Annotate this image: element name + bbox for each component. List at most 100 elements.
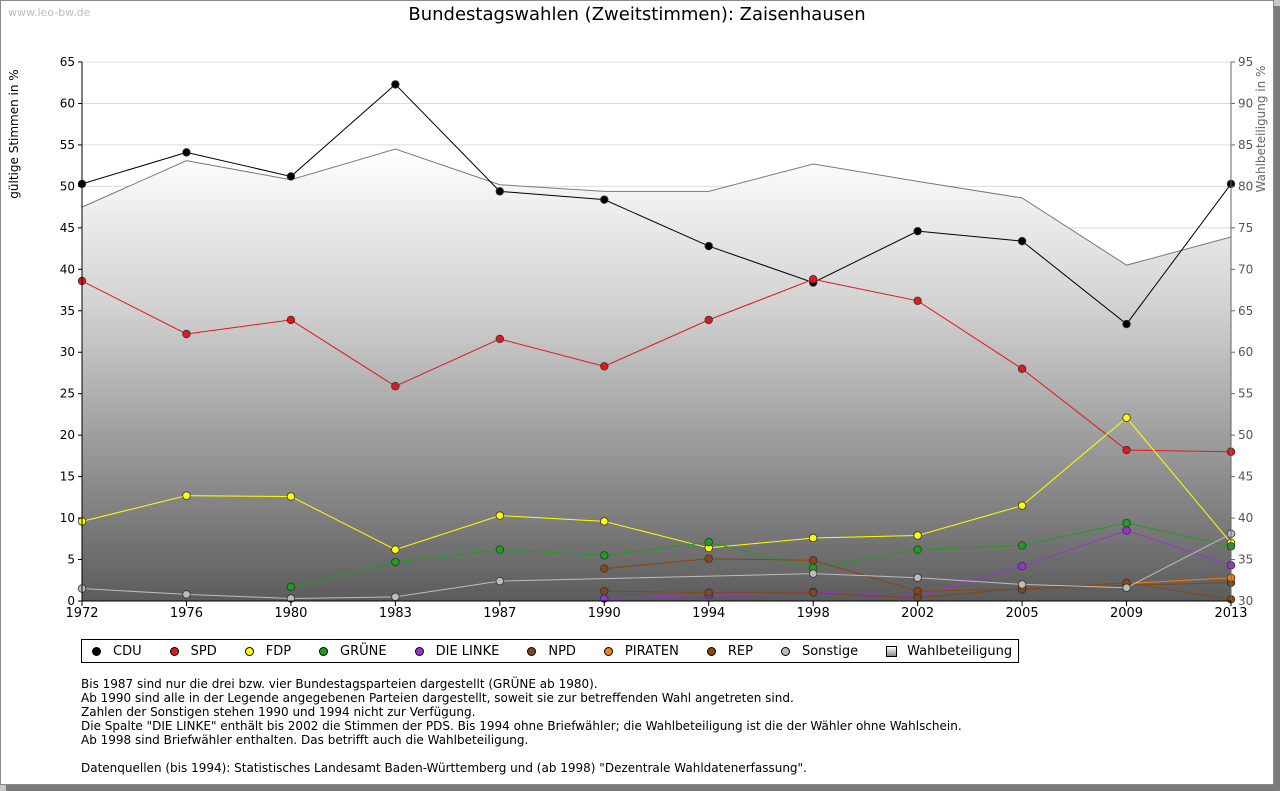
legend-label: NPD	[548, 643, 576, 659]
data-point-cdu	[391, 80, 400, 89]
y2-tick-label: 45	[1238, 470, 1253, 484]
chart-title: Bundestagswahlen (Zweitstimmen): Zaisenh…	[408, 4, 866, 25]
legend-label: REP	[727, 643, 753, 659]
y2-tick-label: 60	[1238, 345, 1253, 359]
legend-label: Wahlbeteiligung	[907, 643, 1013, 659]
x-tick-label: 2013	[1214, 606, 1247, 621]
data-source: Datenquellen (bis 1994): Statistisches L…	[81, 761, 807, 775]
x-tick-label: 2009	[1110, 606, 1143, 621]
data-point-fdp	[1122, 413, 1131, 422]
data-point-spd	[1017, 364, 1027, 374]
y2-tick-label: 50	[1238, 428, 1253, 442]
y-tick-label: 50	[60, 179, 75, 193]
x-tick-label: 1994	[692, 606, 725, 621]
y2-tick-label: 35	[1238, 553, 1253, 567]
y2-axis-label: Wahlbeteiligung in %	[1254, 66, 1268, 193]
series-layer	[77, 80, 1236, 604]
data-point-npd	[808, 588, 818, 597]
legend-marker	[527, 646, 537, 656]
x-tick-label: 1972	[65, 606, 98, 621]
y-tick-label: 45	[60, 221, 75, 235]
series-line-sonstige	[81, 533, 1232, 600]
y-tick-label: 0	[67, 594, 75, 608]
data-point-cdu	[1122, 319, 1131, 329]
data-point-cdu	[286, 172, 296, 181]
legend-label: Sonstige	[801, 643, 859, 659]
x-tick-label: 2005	[1006, 606, 1039, 621]
series-line-gr-ne	[290, 522, 1232, 588]
legend-item-cdu: CDU	[86, 644, 142, 659]
data-point-fdp	[600, 517, 609, 526]
data-point-cdu	[913, 226, 922, 236]
y2-tick-label: 70	[1238, 262, 1253, 276]
x-tick-label: 1980	[274, 606, 307, 621]
legend-item-sonstige: Sonstige	[775, 644, 858, 659]
data-point-npd	[600, 586, 609, 596]
data-point-gr-ne	[600, 551, 609, 560]
legend-item-wahlbeteiligung: Wahlbeteiligung	[880, 644, 1012, 659]
data-point-spd	[808, 275, 818, 284]
data-point-spd	[1122, 445, 1131, 455]
legend-marker	[169, 646, 179, 656]
data-point-spd	[182, 329, 191, 339]
legend-item-npd: NPD	[521, 644, 576, 659]
data-point-rep	[913, 586, 922, 596]
data-point-cdu	[704, 241, 713, 251]
data-point-die-linke	[1122, 526, 1131, 535]
y-tick-label: 30	[60, 345, 75, 359]
legend-item-die-linke: DIE LINKE	[409, 644, 499, 659]
data-point-fdp	[1017, 501, 1027, 510]
note-line: Ab 1998 sind Briefwähler enthalten. Das …	[81, 733, 529, 747]
data-point-fdp	[495, 511, 505, 520]
data-point-fdp	[182, 491, 191, 500]
data-point-gr-ne	[913, 545, 922, 554]
wahlbeteiligung-line	[81, 148, 1232, 266]
legend-marker	[603, 646, 613, 656]
data-point-fdp	[808, 533, 818, 543]
data-point-gr-ne	[495, 545, 505, 554]
data-point-sonstige	[495, 576, 505, 586]
note-line: Ab 1990 sind alle in der Legende angegeb…	[81, 691, 794, 705]
y-axis-label: gültige Stimmen in %	[7, 69, 21, 198]
data-point-gr-ne	[1017, 541, 1027, 550]
y-tick-label: 10	[60, 511, 75, 525]
legend-marker	[319, 646, 329, 656]
y2-tick-label: 90	[1238, 96, 1253, 110]
legend-marker	[706, 646, 716, 656]
y-tick-label: 55	[60, 138, 75, 152]
x-tick-label: 1976	[170, 606, 203, 621]
legend-label: PIRATEN	[624, 643, 679, 659]
wahlbeteiligung-area	[82, 149, 1231, 602]
y-tick-label: 25	[60, 387, 75, 401]
notes: Bis 1987 sind nur die drei bzw. vier Bun…	[81, 677, 962, 775]
y-tick-label: 35	[60, 304, 75, 318]
legend-label: GRÜNE	[340, 643, 387, 659]
data-point-spd	[913, 296, 922, 306]
data-point-spd	[600, 362, 609, 371]
legend-label: CDU	[113, 643, 142, 659]
y-tick-label: 65	[60, 55, 75, 69]
data-point-rep	[808, 556, 818, 565]
series-sonstige	[77, 529, 1236, 603]
data-point-sonstige	[913, 573, 922, 582]
legend-marker	[780, 646, 790, 656]
y-tick-label: 5	[67, 553, 75, 567]
series-line-spd	[81, 278, 1232, 453]
data-point-spd	[391, 382, 400, 391]
legend-item-piraten: PIRATEN	[598, 644, 679, 659]
data-point-die-linke	[1017, 561, 1027, 571]
data-point-sonstige	[808, 569, 818, 578]
legend-item-fdp: FDP	[239, 644, 291, 659]
x-tick-label: 1987	[483, 606, 516, 621]
election-chart: 0 5 10 15 20 25 30 35 40 45 50 55 60 65 30 35 40 45 50 55 60…	[7, 55, 1268, 621]
x-tick-label: 2002	[901, 606, 934, 621]
series-line-piraten	[1126, 577, 1232, 585]
data-point-fdp	[286, 492, 296, 501]
note-line: Zahlen der Sonstigen stehen 1990 und 199…	[81, 705, 476, 719]
data-point-gr-ne	[286, 582, 296, 592]
legend-marker	[886, 645, 898, 657]
legend-item-spd: SPD	[164, 644, 217, 659]
data-point-spd	[286, 315, 296, 325]
watermark: www.leo-bw.de	[8, 6, 91, 19]
